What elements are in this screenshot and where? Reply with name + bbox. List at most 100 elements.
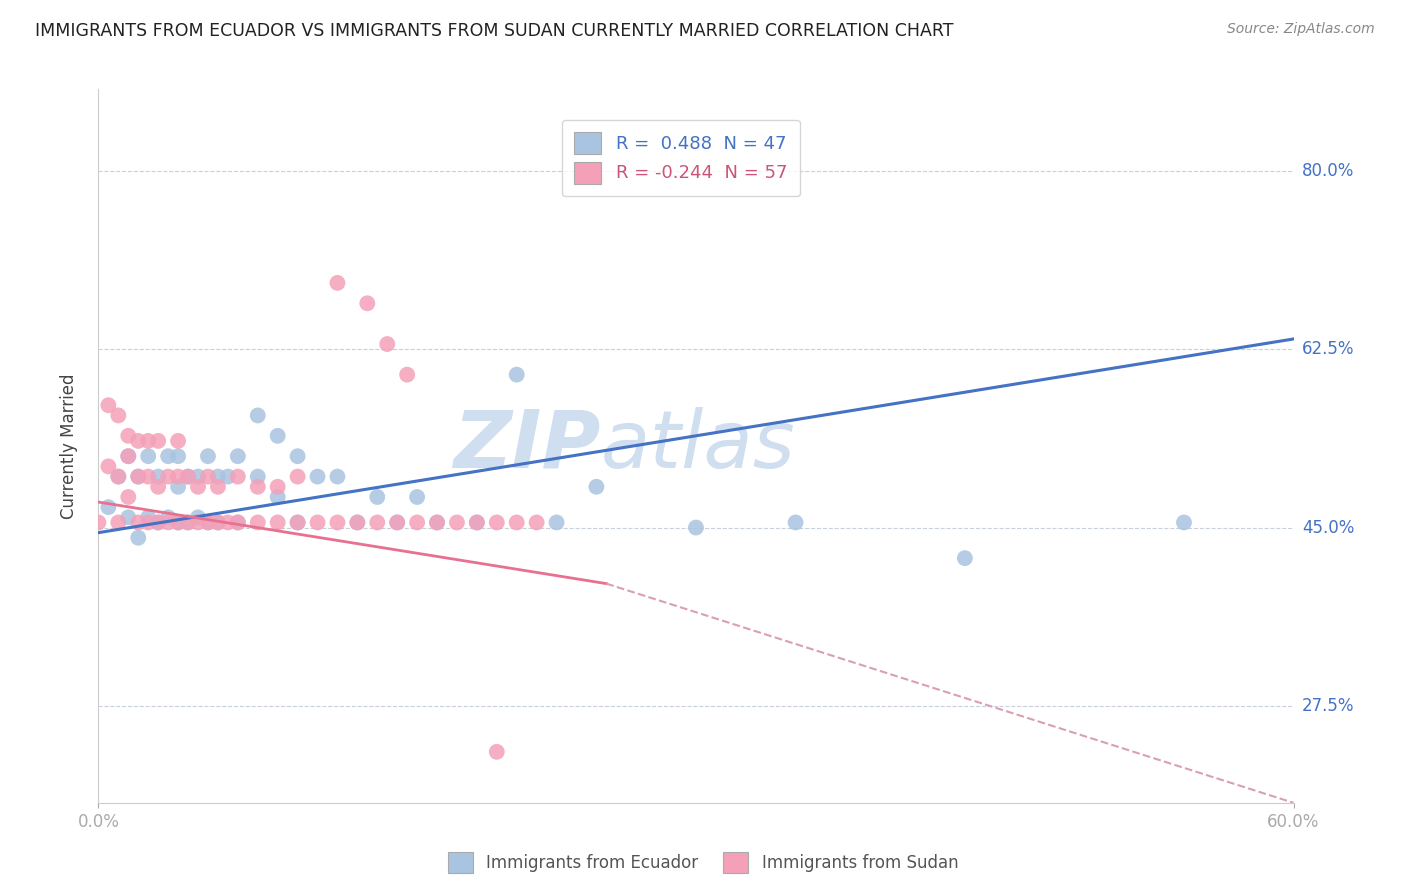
- Text: IMMIGRANTS FROM ECUADOR VS IMMIGRANTS FROM SUDAN CURRENTLY MARRIED CORRELATION C: IMMIGRANTS FROM ECUADOR VS IMMIGRANTS FR…: [35, 22, 953, 40]
- Point: [167, 469, 190, 483]
- Point: [207, 469, 229, 483]
- Point: [197, 516, 219, 530]
- Point: [157, 516, 180, 530]
- Point: [167, 449, 190, 463]
- Point: [226, 516, 249, 530]
- Point: [585, 480, 607, 494]
- Point: [485, 516, 508, 530]
- Point: [287, 516, 309, 530]
- Point: [346, 516, 368, 530]
- Text: 27.5%: 27.5%: [1302, 697, 1354, 715]
- Text: Source: ZipAtlas.com: Source: ZipAtlas.com: [1227, 22, 1375, 37]
- Point: [346, 516, 368, 530]
- Point: [785, 516, 807, 530]
- Point: [326, 276, 349, 290]
- Text: 45.0%: 45.0%: [1302, 518, 1354, 537]
- Point: [406, 516, 429, 530]
- Point: [167, 516, 190, 530]
- Point: [267, 429, 290, 443]
- Point: [148, 516, 170, 530]
- Point: [385, 516, 409, 530]
- Text: atlas: atlas: [600, 407, 796, 485]
- Point: [267, 516, 290, 530]
- Point: [366, 490, 388, 504]
- Point: [97, 500, 120, 515]
- Point: [177, 469, 200, 483]
- Legend: Immigrants from Ecuador, Immigrants from Sudan: Immigrants from Ecuador, Immigrants from…: [441, 846, 965, 880]
- Point: [226, 449, 249, 463]
- Point: [117, 449, 139, 463]
- Point: [953, 551, 976, 566]
- Point: [148, 434, 170, 448]
- Point: [127, 469, 149, 483]
- Point: [226, 469, 249, 483]
- Point: [117, 449, 139, 463]
- Point: [226, 516, 249, 530]
- Point: [127, 434, 149, 448]
- Point: [197, 516, 219, 530]
- Point: [187, 510, 209, 524]
- Point: [167, 516, 190, 530]
- Point: [287, 449, 309, 463]
- Point: [148, 480, 170, 494]
- Point: [685, 520, 707, 534]
- Point: [246, 480, 269, 494]
- Point: [246, 409, 269, 423]
- Text: ZIP: ZIP: [453, 407, 600, 485]
- Point: [177, 516, 200, 530]
- Point: [207, 516, 229, 530]
- Point: [136, 434, 159, 448]
- Point: [465, 516, 488, 530]
- Point: [366, 516, 388, 530]
- Y-axis label: Currently Married: Currently Married: [59, 373, 77, 519]
- Point: [207, 516, 229, 530]
- Point: [107, 516, 129, 530]
- Point: [127, 531, 149, 545]
- Point: [267, 480, 290, 494]
- Text: 80.0%: 80.0%: [1302, 161, 1354, 180]
- Point: [117, 429, 139, 443]
- Point: [107, 409, 129, 423]
- Point: [187, 469, 209, 483]
- Point: [287, 469, 309, 483]
- Point: [87, 516, 110, 530]
- Point: [426, 516, 449, 530]
- Point: [197, 449, 219, 463]
- Point: [546, 516, 568, 530]
- Point: [167, 434, 190, 448]
- Point: [246, 469, 269, 483]
- Point: [148, 469, 170, 483]
- Point: [127, 516, 149, 530]
- Point: [127, 469, 149, 483]
- Legend: R =  0.488  N = 47, R = -0.244  N = 57: R = 0.488 N = 47, R = -0.244 N = 57: [561, 120, 800, 196]
- Point: [117, 490, 139, 504]
- Point: [326, 469, 349, 483]
- Point: [385, 516, 409, 530]
- Point: [506, 516, 529, 530]
- Point: [136, 449, 159, 463]
- Point: [136, 516, 159, 530]
- Point: [356, 296, 378, 310]
- Point: [307, 516, 329, 530]
- Point: [396, 368, 419, 382]
- Point: [177, 469, 200, 483]
- Point: [197, 469, 219, 483]
- Point: [246, 516, 269, 530]
- Point: [446, 516, 468, 530]
- Point: [157, 449, 180, 463]
- Point: [267, 490, 290, 504]
- Point: [326, 516, 349, 530]
- Point: [177, 516, 200, 530]
- Point: [506, 368, 529, 382]
- Point: [97, 398, 120, 412]
- Point: [187, 480, 209, 494]
- Point: [207, 480, 229, 494]
- Point: [426, 516, 449, 530]
- Point: [187, 516, 209, 530]
- Point: [287, 516, 309, 530]
- Point: [465, 516, 488, 530]
- Point: [136, 510, 159, 524]
- Point: [375, 337, 398, 351]
- Point: [217, 516, 239, 530]
- Point: [217, 469, 239, 483]
